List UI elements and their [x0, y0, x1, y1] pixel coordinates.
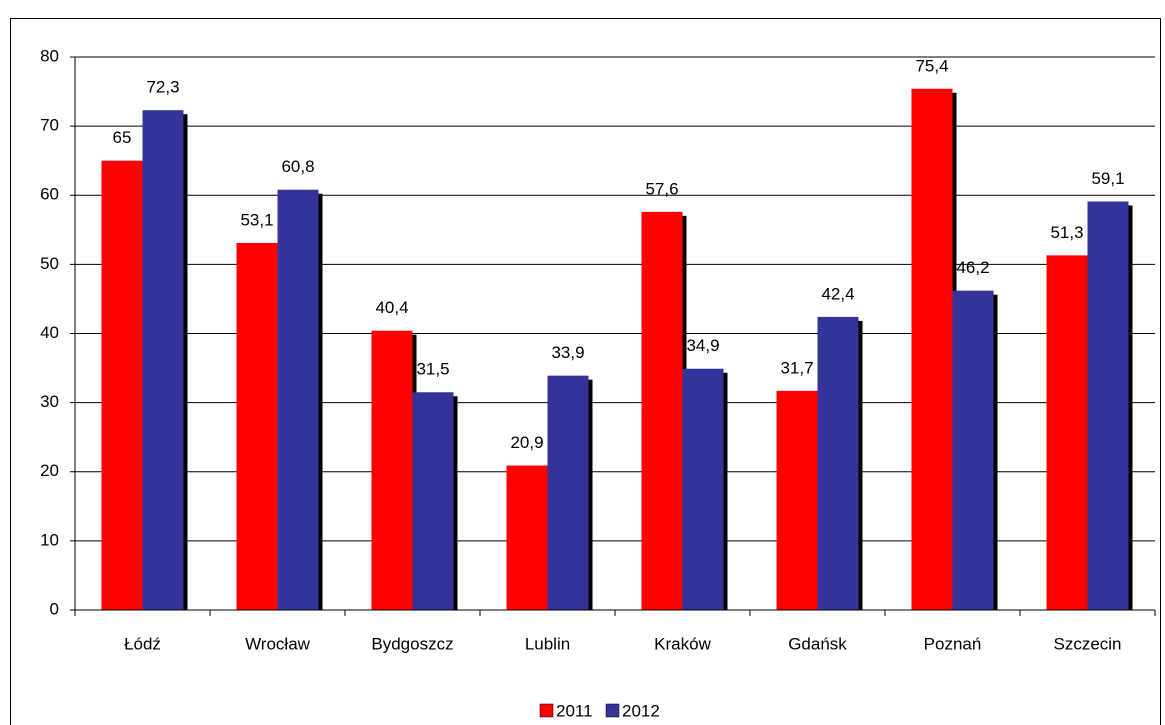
x-tick-label: Poznań	[924, 634, 982, 653]
bar	[236, 242, 278, 611]
x-tick-label: Bydgoszcz	[371, 634, 453, 653]
y-tick-label: 0	[50, 599, 59, 618]
data-label: 53,1	[240, 210, 273, 229]
bar	[817, 316, 859, 610]
x-tick-label: Lublin	[525, 634, 570, 653]
y-tick-label: 30	[40, 392, 59, 411]
data-label: 31,7	[780, 358, 813, 377]
bar	[506, 465, 548, 610]
bar	[1087, 201, 1129, 610]
data-label: 34,9	[686, 336, 719, 355]
bar	[101, 160, 143, 610]
legend-swatch	[539, 703, 554, 718]
data-label: 40,4	[375, 298, 408, 317]
bar	[412, 392, 454, 610]
bar	[547, 375, 589, 610]
data-label: 60,8	[281, 157, 314, 176]
y-tick-label: 50	[40, 254, 59, 273]
data-label: 33,9	[551, 343, 584, 362]
x-tick-label: Łódź	[124, 634, 161, 653]
bar	[1046, 255, 1088, 611]
y-tick-label: 20	[40, 461, 59, 480]
y-tick-label: 10	[40, 530, 59, 549]
data-label: 20,9	[510, 433, 543, 452]
data-label: 65	[113, 128, 132, 147]
bar	[911, 88, 953, 611]
x-tick-label: Szczecin	[1053, 634, 1121, 653]
bar	[371, 330, 413, 610]
y-tick-label: 70	[40, 116, 59, 135]
y-tick-label: 40	[40, 323, 59, 342]
legend-label: 2011	[556, 701, 593, 720]
bar	[142, 110, 184, 610]
y-tick-label: 60	[40, 185, 59, 204]
data-label: 51,3	[1050, 223, 1083, 242]
legend-label: 2012	[622, 701, 660, 720]
chart-frame	[10, 18, 1161, 725]
data-label: 46,2	[956, 258, 989, 277]
bar	[641, 211, 683, 610]
bar	[776, 390, 818, 610]
data-label: 57,6	[645, 179, 678, 198]
x-tick-label: Gdańsk	[788, 634, 847, 653]
data-label: 31,5	[416, 360, 449, 379]
bar	[682, 368, 724, 610]
data-label: 59,1	[1091, 169, 1124, 188]
bar	[952, 290, 994, 610]
bar	[277, 189, 319, 610]
data-label: 42,4	[821, 284, 854, 303]
x-tick-label: Wrocław	[245, 634, 311, 653]
legend-swatch	[605, 703, 620, 718]
x-tick-label: Kraków	[654, 634, 711, 653]
data-label: 72,3	[146, 78, 179, 97]
data-label: 75,4	[915, 56, 948, 75]
y-tick-label: 80	[40, 46, 59, 65]
